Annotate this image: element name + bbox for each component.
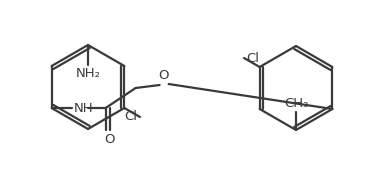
Text: O: O — [104, 133, 115, 146]
Text: CH₃: CH₃ — [284, 97, 308, 110]
Text: Cl: Cl — [124, 110, 137, 124]
Text: Cl: Cl — [246, 52, 259, 65]
Text: O: O — [158, 69, 169, 82]
Text: NH₂: NH₂ — [75, 67, 101, 80]
Text: NH: NH — [74, 101, 93, 114]
